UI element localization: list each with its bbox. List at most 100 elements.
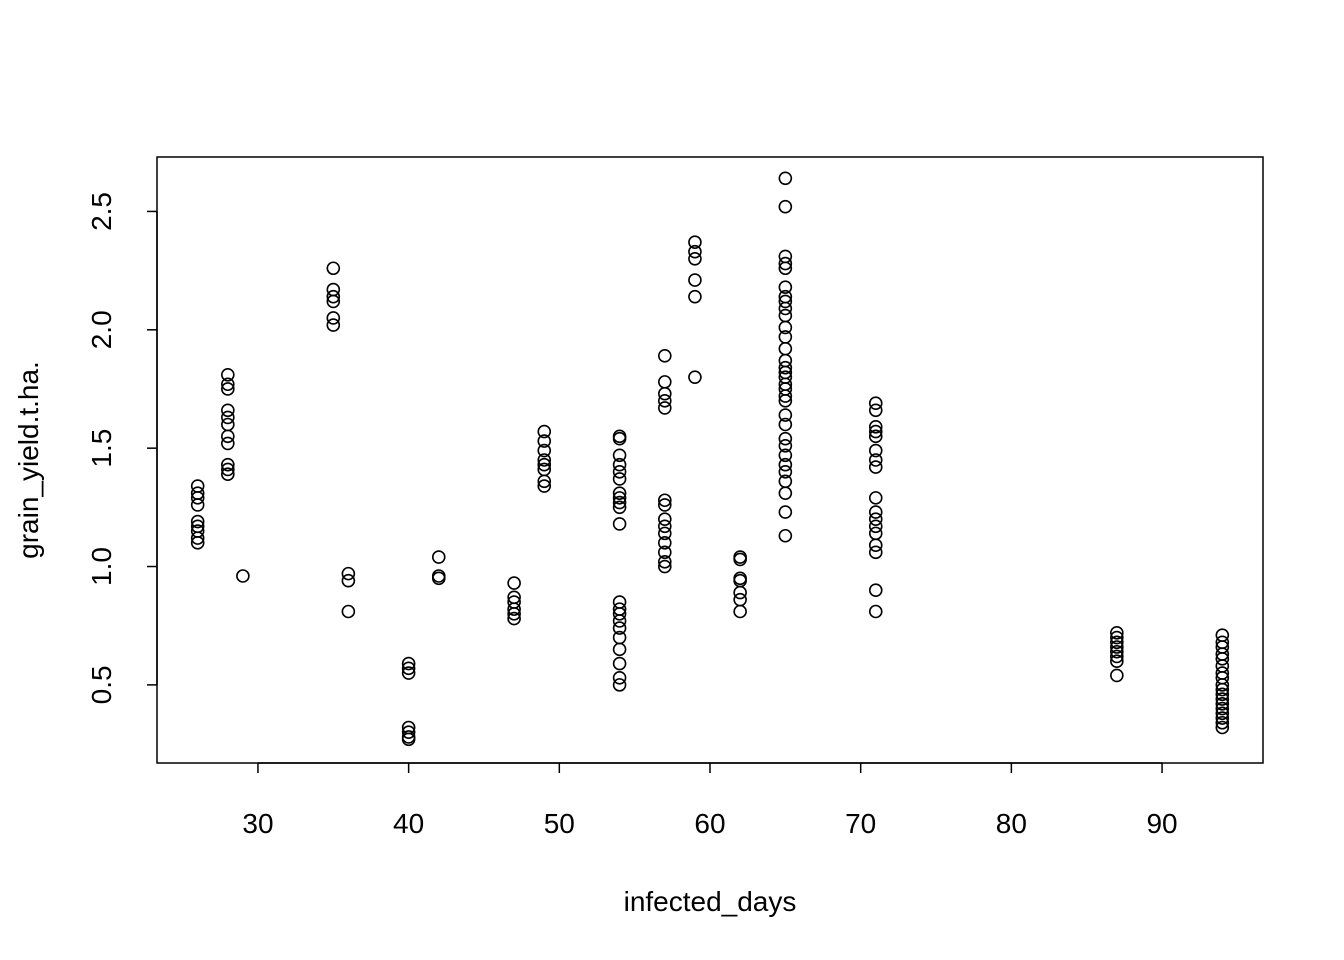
data-point (612, 678, 627, 692)
data-point (868, 420, 883, 434)
data-point (778, 389, 793, 403)
data-point (657, 349, 672, 363)
y-tick-label: 0.5 (86, 665, 117, 704)
x-tick-label: 40 (393, 808, 424, 839)
data-point (537, 453, 552, 467)
data-point (868, 460, 883, 474)
data-point (537, 479, 552, 493)
data-point (778, 301, 793, 316)
data-point (190, 536, 205, 550)
data-point (657, 401, 672, 415)
data-point (612, 621, 627, 635)
data-points (190, 171, 1230, 747)
data-point (1110, 644, 1124, 659)
data-point (657, 386, 672, 401)
data-point (778, 256, 793, 271)
data-point (868, 545, 883, 560)
data-point (326, 294, 341, 309)
data-point (221, 403, 235, 418)
x-tick-label: 60 (694, 808, 725, 839)
data-point (221, 410, 235, 425)
data-point (868, 526, 883, 541)
data-point (657, 394, 672, 408)
data-point (778, 249, 793, 264)
y-tick-label: 1.0 (86, 547, 117, 586)
data-point (612, 500, 627, 515)
data-point (868, 424, 883, 439)
data-point (868, 403, 883, 418)
data-point (612, 607, 627, 621)
data-point (657, 536, 672, 550)
y-tick-label: 2.0 (86, 310, 117, 349)
data-point (401, 661, 416, 676)
data-point (868, 538, 883, 553)
data-point (778, 280, 793, 294)
data-point (537, 474, 552, 489)
data-point (778, 528, 793, 543)
y-axis-label: grain_yield.t.ha. (13, 361, 44, 559)
data-point (778, 308, 793, 323)
data-point (688, 273, 702, 287)
data-point (1110, 668, 1124, 683)
data-point (868, 453, 883, 467)
data-point (778, 353, 793, 368)
data-point (778, 431, 793, 446)
data-point (1215, 628, 1230, 642)
data-point (341, 566, 356, 581)
data-point (1215, 678, 1230, 692)
data-point (657, 498, 672, 512)
data-point (1215, 697, 1230, 711)
data-point (688, 289, 702, 304)
data-point (221, 429, 235, 444)
x-tick-label: 30 (242, 808, 273, 839)
data-point (221, 467, 235, 482)
data-point (778, 294, 793, 309)
data-point (657, 375, 672, 389)
data-point (326, 318, 341, 332)
x-tick-label: 90 (1146, 808, 1177, 839)
data-point (507, 602, 521, 616)
data-point (778, 394, 793, 408)
x-tick-label: 80 (996, 808, 1027, 839)
data-point (221, 457, 235, 472)
data-point (1110, 635, 1124, 650)
data-point (190, 514, 205, 529)
data-point (657, 545, 672, 560)
data-point (778, 408, 793, 422)
data-point (612, 486, 627, 500)
data-point (1215, 711, 1230, 725)
data-point (778, 261, 793, 276)
data-point (612, 614, 627, 628)
data-point (688, 235, 702, 250)
data-point (688, 244, 702, 259)
data-point (778, 199, 793, 214)
data-point (612, 491, 627, 505)
data-point (778, 448, 793, 463)
data-point (1110, 654, 1124, 669)
x-axis-label: infected_days (624, 886, 797, 917)
data-point (868, 429, 883, 444)
data-point (401, 666, 416, 680)
data-point (221, 462, 235, 477)
data-point (1110, 626, 1124, 640)
data-point (778, 457, 793, 472)
data-point (507, 607, 521, 621)
data-point (778, 417, 793, 432)
data-point (326, 311, 341, 325)
data-point (657, 512, 672, 526)
data-point (868, 512, 883, 526)
data-point (657, 559, 672, 574)
x-axis: 30 40 50 60 70 80 90 (242, 762, 1178, 839)
data-point (612, 595, 627, 609)
x-tick-label: 50 (544, 808, 575, 839)
data-point (688, 251, 702, 266)
data-point (733, 552, 747, 567)
data-point (507, 611, 521, 626)
data-point (868, 505, 883, 519)
data-point (868, 583, 883, 597)
data-point (341, 573, 356, 588)
data-point (868, 443, 883, 458)
data-point (1215, 682, 1230, 697)
data-point (612, 465, 627, 479)
